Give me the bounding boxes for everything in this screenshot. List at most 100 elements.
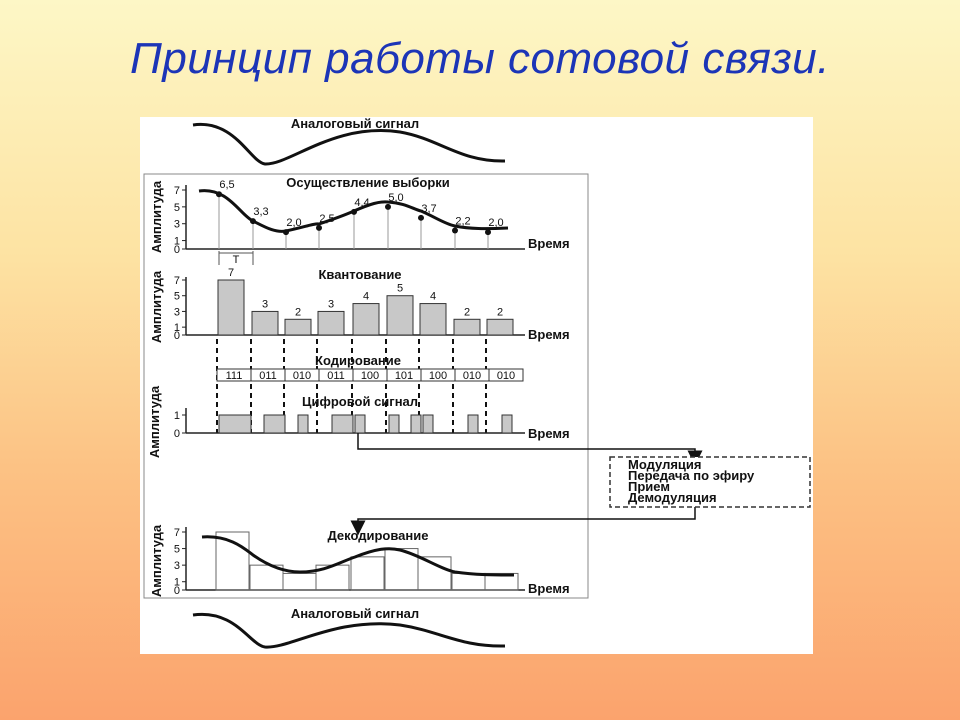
code-box-label: 011 [327, 370, 345, 382]
sampling-tick-label: 5 [174, 202, 180, 214]
sampling-title: Осуществление выборки [286, 175, 450, 190]
decoding-outline-bar [451, 572, 486, 591]
decoding-outline-bar [350, 556, 385, 591]
sampling-point [351, 208, 357, 215]
sampling-point [385, 203, 391, 210]
decoding-tick-label: 1 [174, 577, 180, 589]
sampling-tick-label: 0 [174, 244, 180, 256]
digital-pulse [422, 414, 434, 434]
code-box-label: 011 [259, 370, 277, 382]
sampling-point [485, 229, 491, 236]
quantization-tick-label: 3 [174, 306, 180, 318]
digital-pulse [218, 414, 252, 434]
quantization-bar-label: 7 [228, 267, 234, 279]
digital-pulse [263, 414, 286, 434]
sampling-y-label: Амплитуда [149, 180, 164, 253]
sampling-x-label: Время [528, 236, 570, 251]
code-box-label: 111 [226, 370, 243, 382]
sampling-value-label: 6,5 [219, 179, 234, 191]
sampling-value-label: 2,5 [319, 213, 334, 225]
quantization-bar [284, 318, 312, 336]
decoding-tick-label: 0 [174, 585, 180, 597]
sampling-y-ticks: 01 3 5 7 [174, 185, 186, 256]
quantization-bar [386, 295, 414, 336]
quantization-bar-label: 2 [464, 306, 470, 318]
analog-signal-bottom-curve [192, 612, 506, 649]
quantization-section: Квантование Амплитуда Время 01 3 5 7 7 3 2 3 4 5… [149, 267, 570, 343]
arrow-from-transmission [350, 507, 696, 536]
quantization-bar [453, 318, 481, 336]
sampling-values: 6,5 3,3 2,0 2,5 4,4 5,0 3,7 2,2 2,0 [219, 179, 503, 229]
quantization-bar-label: 3 [328, 298, 334, 310]
quantization-bar-label: 3 [262, 298, 268, 310]
quantization-y-ticks: 01 3 5 7 [174, 275, 186, 342]
diagram-panel: Аналоговый сигнал Осуществление выборки … [140, 117, 813, 654]
decoding-tick-label: 3 [174, 560, 180, 572]
sampling-value-label: 3,7 [421, 203, 436, 215]
transmission-line-air: Передача по эфиру [628, 468, 755, 483]
quantization-tick-label: 0 [174, 330, 180, 342]
code-box-label: 010 [293, 370, 311, 382]
sampling-value-label: 3,3 [253, 206, 268, 218]
sampling-value-label: 2,0 [488, 217, 503, 229]
digital-y-ticks: 01 [174, 410, 186, 440]
sampling-value-label: 5,0 [388, 192, 403, 204]
decoding-tick-label: 5 [174, 544, 180, 556]
code-box [488, 368, 524, 382]
digital-pulse [501, 414, 513, 434]
sampling-stems [218, 194, 489, 249]
quantization-y-label: Амплитуда [149, 270, 164, 343]
decoding-outline-bar [215, 531, 250, 591]
transmission-box: Модуляция Передача по эфиру Прием Демоду… [609, 456, 811, 508]
arrow-to-transmission [357, 433, 703, 466]
decoding-title: Декодирование [327, 528, 428, 543]
quantization-bar-label: 5 [397, 283, 403, 295]
quantization-x-label: Время [528, 327, 570, 342]
sampling-value-label: 2,2 [455, 215, 470, 227]
sampling-point [316, 224, 322, 231]
transmission-line-demodulation: Демодуляция [628, 490, 717, 505]
period-label: T [233, 254, 240, 266]
digital-pulse [467, 414, 479, 434]
digital-pulse [297, 414, 309, 434]
slot-divider-lines [216, 339, 487, 433]
processing-frame [143, 173, 589, 599]
coding-title: Кодирование [315, 353, 401, 368]
code-box-label: 101 [395, 370, 413, 382]
sampling-tick-label: 7 [174, 185, 180, 197]
sampling-point [452, 227, 458, 234]
decoding-y-label: Амплитуда [149, 524, 164, 597]
transmission-line-reception: Прием [628, 479, 670, 494]
quantization-tick-label: 7 [174, 275, 180, 287]
sampling-section: Осуществление выборки Амплитуда Время 01… [149, 175, 570, 266]
digital-pulses [218, 414, 513, 434]
digital-pulse [354, 414, 366, 434]
digital-pulse [410, 414, 422, 434]
code-box-label: 100 [429, 370, 447, 382]
decoding-y-ticks: 01 3 5 7 [174, 527, 186, 597]
decoding-curve [201, 535, 515, 577]
quantization-bar [419, 303, 447, 336]
digital-tick-label: 0 [174, 428, 180, 440]
quantization-bar [486, 318, 514, 336]
decoding-x-label: Время [528, 581, 570, 596]
analog-signal-top-curve [192, 123, 506, 166]
quantization-bar-label: 4 [430, 291, 436, 303]
code-box-label: 010 [463, 370, 481, 382]
analog-signal-bottom-label: Аналоговый сигнал [291, 606, 419, 621]
sampling-tick-label: 1 [174, 236, 180, 248]
quantization-bar-label: 2 [295, 306, 301, 318]
decoding-outline-bar [282, 572, 317, 591]
decoding-outline-bar [417, 556, 452, 591]
sampling-value-label: 2,0 [286, 217, 301, 229]
quantization-tick-label: 5 [174, 291, 180, 303]
digital-section: Цифровой сигнал Амплитуда Время 01 [147, 385, 570, 458]
sampling-point [250, 218, 256, 225]
quantization-bar [317, 310, 345, 336]
slide-title: Принцип работы сотовой связи. [130, 34, 830, 83]
decoding-tick-label: 7 [174, 527, 180, 539]
code-box-label: 100 [361, 370, 379, 382]
sampling-point [418, 214, 424, 221]
quantization-bar-label: 2 [497, 306, 503, 318]
coding-section: Кодирование 111 011 010 011 100 101 100 010 010 [216, 353, 524, 382]
